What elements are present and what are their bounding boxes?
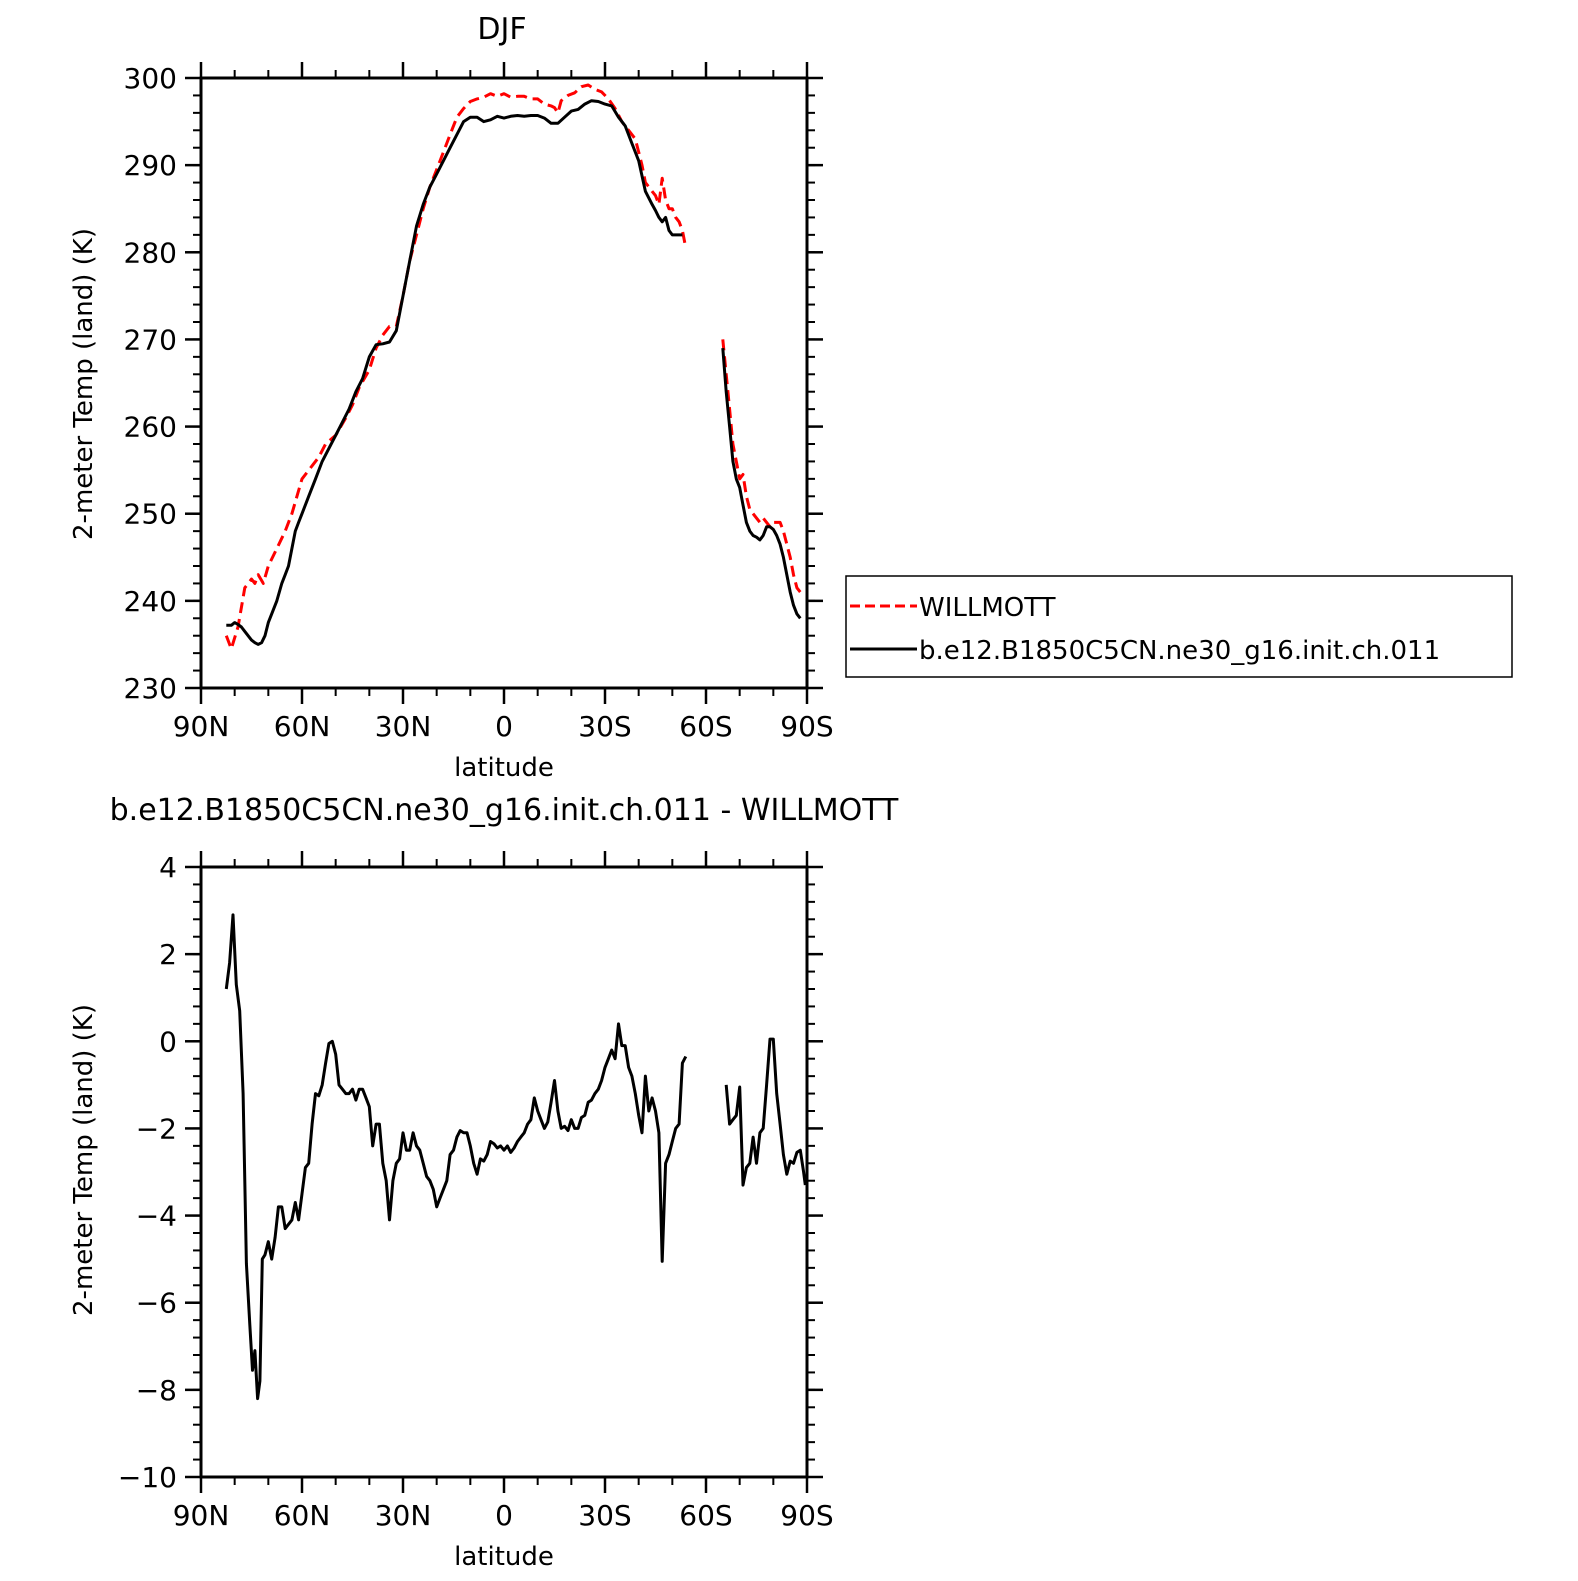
x-tick-label: 60N [274,1499,331,1532]
bottom-panel-y-label: 2-meter Temp (land) (K) [69,1004,99,1316]
bottom-panel-title: b.e12.B1850C5CN.ne30_g16.init.ch.011 - W… [110,793,899,828]
y-tick-label: 250 [124,498,177,531]
legend: WILLMOTT b.e12.B1850C5CN.ne30_g16.init.c… [845,575,1513,678]
x-tick-label: 90N [173,1499,230,1532]
x-tick-label: 60S [679,1499,732,1532]
top-panel-title: DJF [477,12,526,47]
x-tick-label: 90N [173,710,230,743]
x-tick-label: 60S [679,710,732,743]
y-tick-label: 290 [124,149,177,182]
y-tick-label: 2 [159,938,177,971]
x-tick-label: 60N [274,710,331,743]
series-line-1-segment-1 [721,347,802,620]
y-tick-label: 270 [124,323,177,356]
top-panel-ticks: 230 240 250 260 270 280 290 300 90N 60N 30N 0 30S 60S… [124,62,834,743]
top-panel-plot-area [224,83,802,651]
top-panel-y-label: 2-meter Temp (land) (K) [69,228,99,540]
x-tick-label: 0 [495,1499,513,1532]
y-tick-label: −8 [136,1374,177,1407]
y-tick-label: −10 [118,1461,177,1494]
x-tick-label: 30N [375,710,432,743]
bottom-panel-ticks: −10 −8 −6 −4 −2 0 2 4 90N 60N 30N 0 30S 60S 90S [118,851,834,1532]
y-tick-label: 280 [124,236,177,269]
y-tick-label: 300 [124,62,177,95]
x-tick-label: 30N [375,1499,432,1532]
x-tick-label: 30S [578,1499,631,1532]
series-line-0-segment-0 [224,913,688,1401]
bottom-panel-plot-area [224,913,807,1401]
top-panel-frame [199,76,809,690]
y-tick-label: 260 [124,411,177,444]
x-tick-label: 0 [495,710,513,743]
series-line-0-segment-0 [224,83,688,651]
series-line-0-segment-1 [721,339,802,594]
x-tick-label: 30S [578,710,631,743]
top-panel-x-label: latitude [454,753,554,783]
bottom-panel-frame [199,865,809,1479]
y-tick-label: 0 [159,1025,177,1058]
y-tick-label: 240 [124,585,177,618]
legend-label-model: b.e12.B1850C5CN.ne30_g16.init.ch.011 [919,636,1440,666]
y-tick-label: −6 [136,1287,177,1320]
y-tick-label: −4 [136,1200,177,1233]
y-tick-label: −2 [136,1112,177,1145]
series-line-0-segment-1 [724,1037,807,1187]
y-tick-label: 230 [124,672,177,705]
series-line-1-segment-0 [226,99,683,646]
legend-box [845,575,1513,678]
bottom-panel: b.e12.B1850C5CN.ne30_g16.init.ch.011 - W… [69,793,899,1572]
x-tick-label: 90S [780,1499,833,1532]
y-tick-label: 4 [159,851,177,884]
top-panel: DJF 230 240 250 260 270 280 290 300 90N 60N 30N 0 30… [69,12,1513,783]
legend-label-willmott: WILLMOTT [919,593,1056,623]
x-tick-label: 90S [780,710,833,743]
bottom-panel-x-label: latitude [454,1542,554,1572]
